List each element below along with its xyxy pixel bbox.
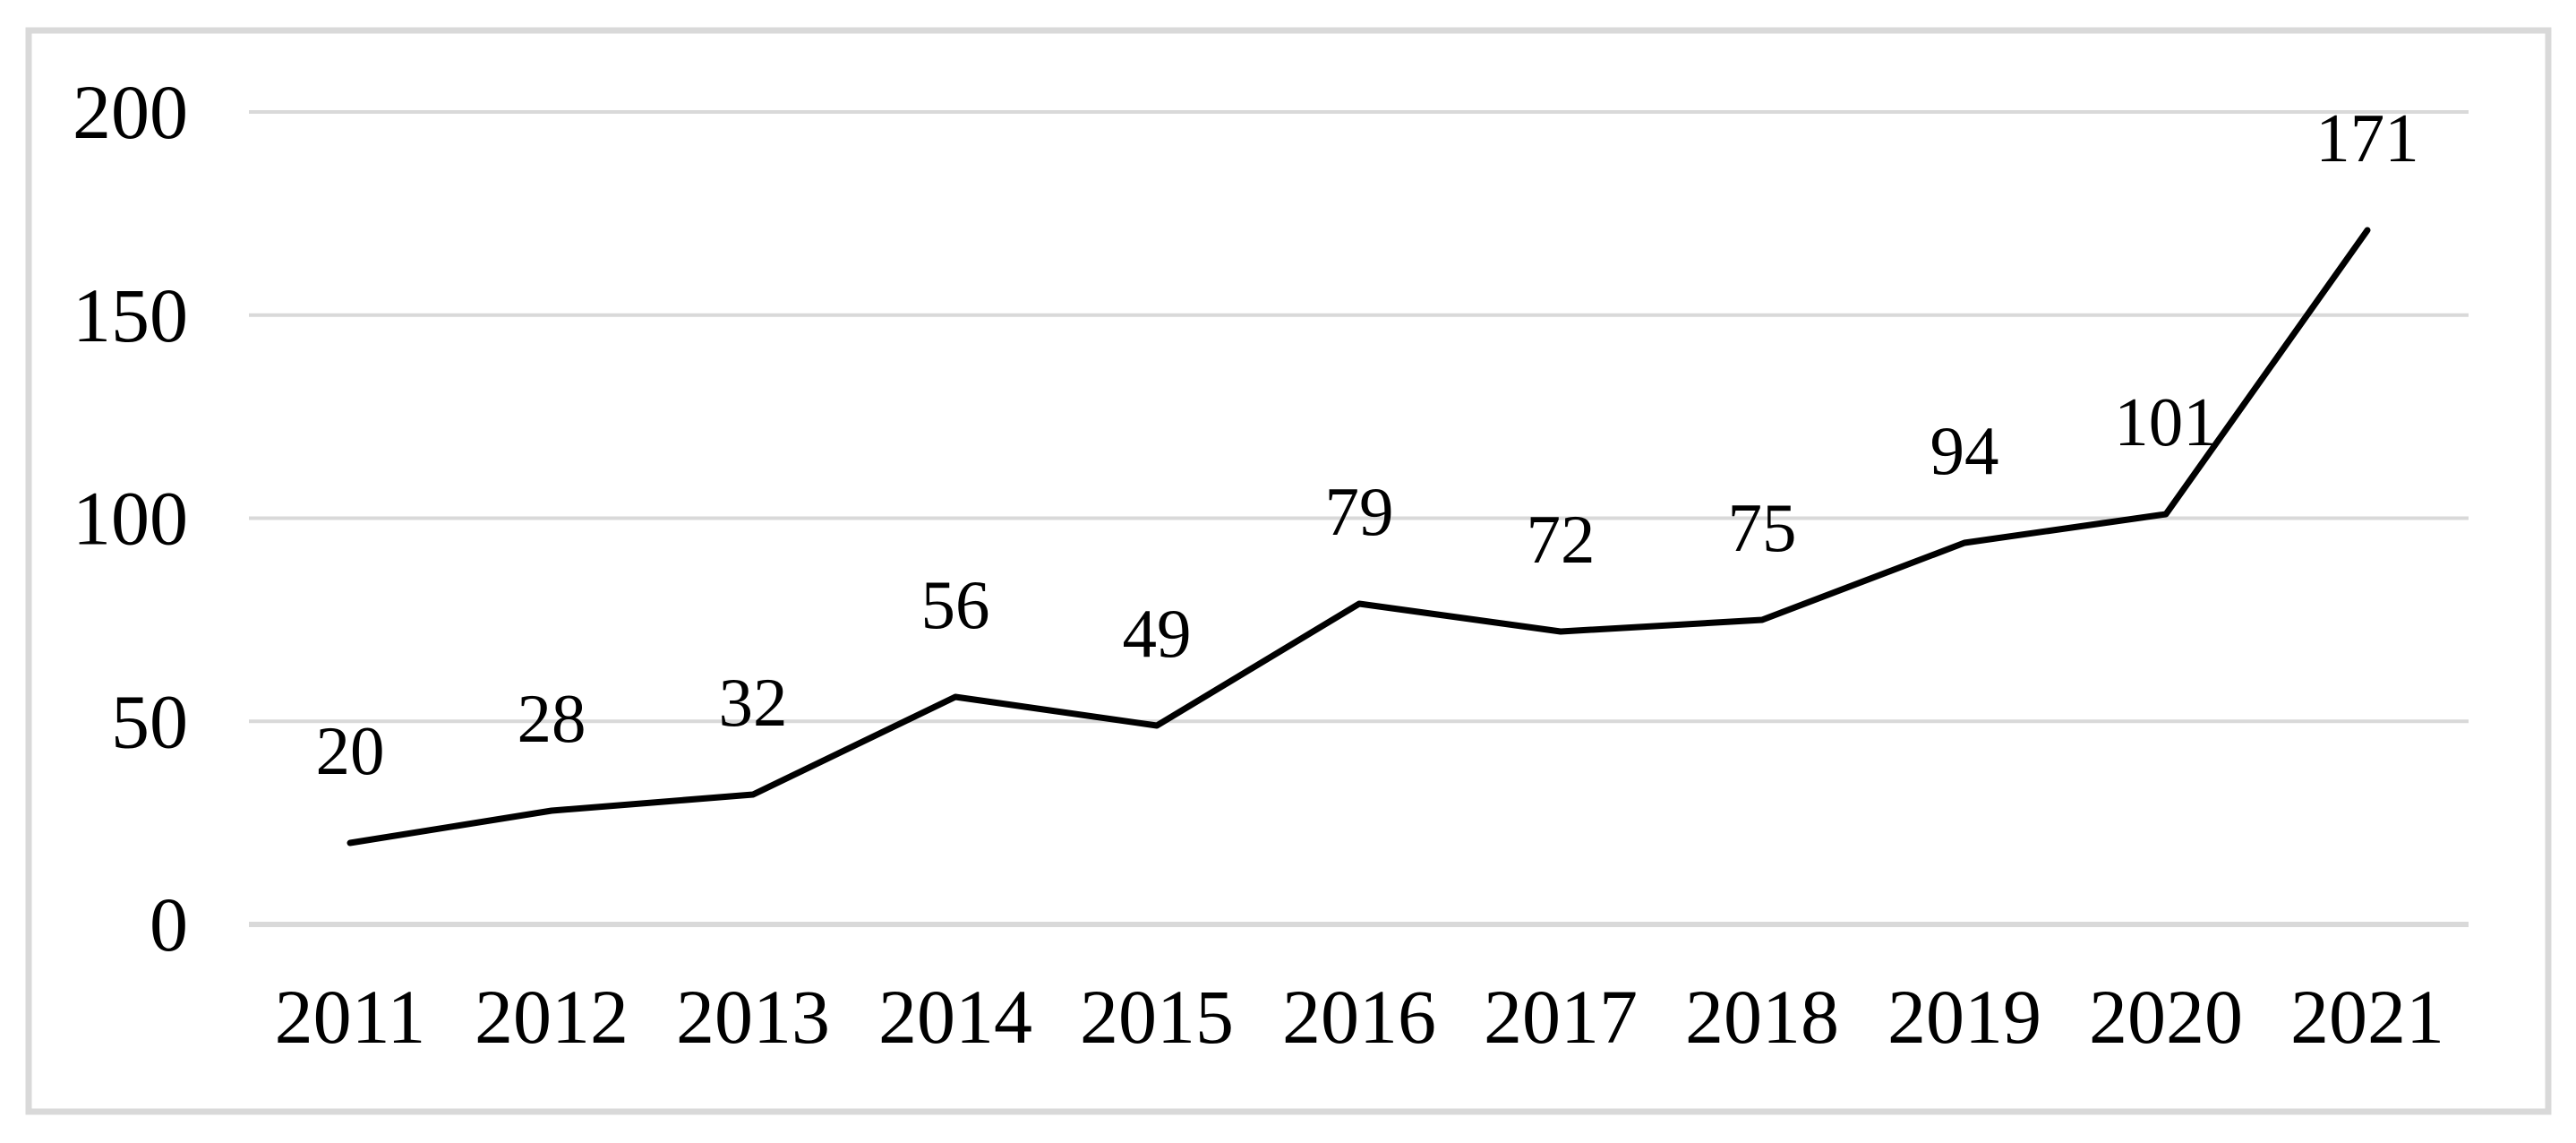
data-point-label: 56 — [921, 566, 990, 643]
data-point-label: 72 — [1527, 501, 1596, 578]
data-point-label: 20 — [316, 712, 385, 789]
x-axis-labels: 2011 2012 2013 2014 2015 2016 2017 2018 2019 2020… — [275, 974, 2444, 1060]
x-axis-year-label: 2015 — [1080, 974, 1234, 1060]
y-axis-tick-label: 200 — [73, 69, 188, 155]
y-axis-tick-label: 150 — [73, 272, 188, 358]
x-axis-year-label: 2011 — [275, 974, 426, 1060]
data-point-label: 32 — [719, 664, 788, 741]
data-point-label: 75 — [1728, 489, 1797, 566]
x-axis-year-label: 2019 — [1887, 974, 2041, 1060]
y-axis-tick-label: 0 — [150, 881, 188, 967]
x-axis-year-label: 2016 — [1282, 974, 1436, 1060]
data-point-label: 101 — [2114, 383, 2218, 460]
chart-border — [25, 27, 2552, 1115]
series-line — [347, 227, 2371, 847]
data-labels: 20 28 32 56 49 79 72 75 94 101 171 — [316, 99, 2419, 789]
y-axis-tick-label: 50 — [111, 678, 188, 764]
data-point-label: 171 — [2315, 99, 2419, 176]
x-axis-year-label: 2018 — [1685, 974, 1839, 1060]
y-axis-tick-label: 100 — [73, 476, 188, 562]
data-point-label: 28 — [518, 680, 586, 757]
x-axis-year-label: 2012 — [475, 974, 629, 1060]
y-axis-labels: 0 50 100 150 200 — [73, 69, 188, 967]
x-axis-year-label: 2014 — [878, 974, 1032, 1060]
gridlines — [249, 110, 2469, 927]
x-axis-year-label: 2017 — [1484, 974, 1638, 1060]
x-axis-year-label: 2020 — [2089, 974, 2243, 1060]
data-point-label: 79 — [1325, 473, 1394, 550]
data-point-label: 49 — [1123, 595, 1192, 672]
x-axis-year-label: 2013 — [676, 974, 830, 1060]
x-axis-year-label: 2021 — [2290, 974, 2444, 1060]
data-point-label: 94 — [1930, 412, 1999, 489]
